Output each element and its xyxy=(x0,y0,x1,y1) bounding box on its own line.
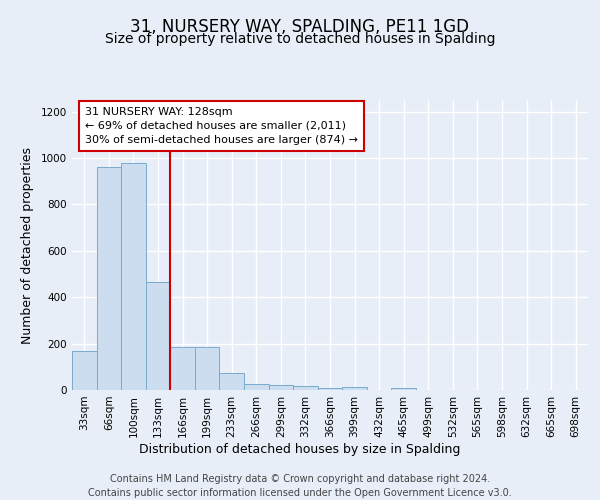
Bar xyxy=(220,372,244,390)
Bar xyxy=(244,384,269,390)
Bar xyxy=(318,388,342,390)
Bar xyxy=(72,350,97,390)
Bar xyxy=(97,168,121,390)
Bar xyxy=(391,388,416,390)
Bar xyxy=(146,282,170,390)
Text: 31, NURSERY WAY, SPALDING, PE11 1GD: 31, NURSERY WAY, SPALDING, PE11 1GD xyxy=(131,18,470,36)
Bar xyxy=(121,162,146,390)
Bar xyxy=(195,347,220,390)
Bar xyxy=(293,386,318,390)
Text: Distribution of detached houses by size in Spalding: Distribution of detached houses by size … xyxy=(139,442,461,456)
Bar xyxy=(342,386,367,390)
Y-axis label: Number of detached properties: Number of detached properties xyxy=(21,146,34,344)
Bar xyxy=(269,385,293,390)
Text: Size of property relative to detached houses in Spalding: Size of property relative to detached ho… xyxy=(105,32,495,46)
Text: 31 NURSERY WAY: 128sqm
← 69% of detached houses are smaller (2,011)
30% of semi-: 31 NURSERY WAY: 128sqm ← 69% of detached… xyxy=(85,107,358,145)
Text: Contains HM Land Registry data © Crown copyright and database right 2024.
Contai: Contains HM Land Registry data © Crown c… xyxy=(88,474,512,498)
Bar xyxy=(170,347,195,390)
